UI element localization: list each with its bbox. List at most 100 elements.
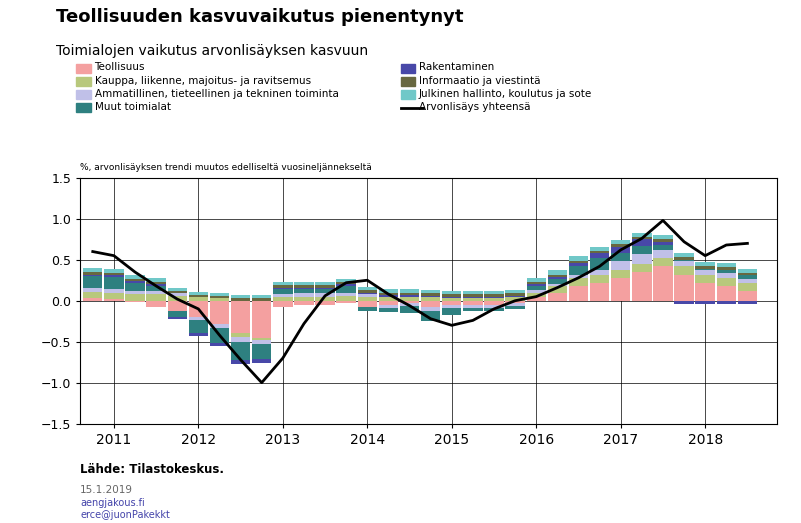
Bar (569, 278, 588, 286)
Bar (590, 253, 610, 258)
Bar (210, 324, 229, 328)
Bar (231, 360, 250, 364)
Bar (336, 296, 356, 301)
Text: Lähde: Tilastokeskus.: Lähde: Tilastokeskus. (80, 463, 224, 476)
Bar (485, 294, 504, 297)
Bar (210, 296, 229, 298)
Bar (505, 290, 525, 293)
Bar (611, 240, 630, 244)
Bar (485, 308, 504, 311)
Bar (632, 272, 651, 301)
Bar (231, 334, 250, 337)
Bar (674, 260, 694, 262)
Bar (590, 275, 610, 283)
Bar (167, 291, 187, 293)
Bar (717, 278, 736, 286)
Bar (548, 292, 567, 301)
Bar (357, 297, 377, 301)
Bar (526, 286, 546, 290)
Bar (505, 298, 525, 301)
Bar (738, 273, 757, 275)
Bar (695, 266, 714, 269)
Bar (548, 279, 567, 283)
Bar (336, 282, 356, 285)
Bar (400, 306, 419, 313)
Bar (125, 275, 145, 279)
Bar (569, 266, 588, 275)
Text: Julkinen hallinto, koulutus ja sote: Julkinen hallinto, koulutus ja sote (419, 88, 592, 99)
Bar (442, 291, 461, 294)
Bar (505, 303, 525, 306)
Bar (83, 275, 103, 276)
Bar (738, 291, 757, 301)
Bar (421, 311, 441, 321)
Bar (674, 301, 694, 304)
Bar (379, 297, 398, 301)
Text: erce@juonPakekkt: erce@juonPakekkt (80, 510, 170, 520)
Bar (463, 294, 482, 297)
Bar (695, 283, 714, 301)
Bar (125, 283, 145, 291)
Text: aengjakous.fi: aengjakous.fi (80, 498, 145, 508)
Bar (252, 301, 272, 338)
Bar (147, 286, 166, 291)
Bar (336, 292, 356, 296)
Text: Teollisuuden kasvuvaikutus pienentynyt: Teollisuuden kasvuvaikutus pienentynyt (56, 8, 464, 26)
Bar (210, 343, 229, 346)
Bar (400, 297, 419, 301)
Bar (463, 291, 482, 294)
Bar (695, 301, 714, 304)
Bar (505, 293, 525, 296)
Bar (717, 269, 736, 273)
Bar (632, 264, 651, 272)
Bar (526, 282, 546, 285)
Bar (569, 256, 588, 260)
Bar (738, 301, 757, 304)
Text: Ammatillinen, tieteellinen ja tekninen toiminta: Ammatillinen, tieteellinen ja tekninen t… (95, 88, 338, 99)
Bar (717, 301, 736, 304)
Bar (485, 305, 504, 308)
Bar (695, 275, 714, 283)
Bar (485, 291, 504, 294)
Bar (548, 277, 567, 279)
Bar (210, 301, 229, 324)
Bar (379, 301, 398, 305)
Bar (548, 286, 567, 292)
Bar (632, 240, 651, 246)
Bar (526, 292, 546, 297)
Bar (273, 289, 292, 294)
Bar (336, 279, 356, 282)
Bar (210, 328, 229, 343)
Bar (357, 292, 377, 294)
Bar (611, 244, 630, 247)
Bar (104, 273, 123, 275)
Bar (505, 296, 525, 298)
Bar (463, 301, 482, 305)
Bar (336, 286, 356, 292)
Bar (189, 317, 208, 321)
Bar (505, 301, 525, 303)
Bar (463, 298, 482, 301)
Bar (104, 292, 123, 299)
Bar (104, 289, 123, 292)
Bar (654, 258, 673, 266)
Bar (189, 295, 208, 298)
Bar (421, 308, 441, 311)
Bar (316, 288, 335, 289)
Bar (654, 266, 673, 301)
Bar (273, 294, 292, 297)
Bar (83, 276, 103, 289)
Bar (273, 282, 292, 285)
Bar (590, 247, 610, 251)
Bar (590, 269, 610, 275)
Bar (83, 292, 103, 298)
Bar (336, 301, 356, 303)
Bar (210, 298, 229, 301)
Bar (167, 288, 187, 291)
Bar (463, 297, 482, 298)
Bar (125, 291, 145, 294)
Text: Rakentaminen: Rakentaminen (419, 62, 494, 73)
Bar (316, 289, 335, 293)
Bar (632, 254, 651, 264)
Bar (400, 303, 419, 306)
